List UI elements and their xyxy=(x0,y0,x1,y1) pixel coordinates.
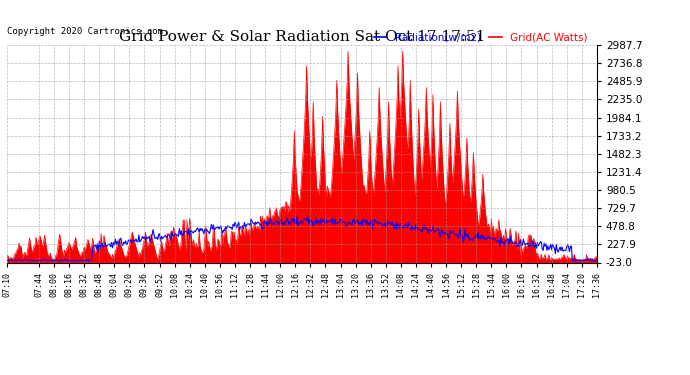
Title: Grid Power & Solar Radiation Sat Oct 17 17:51: Grid Power & Solar Radiation Sat Oct 17 … xyxy=(119,30,485,44)
Legend: Radiation(w/m2), Grid(AC Watts): Radiation(w/m2), Grid(AC Watts) xyxy=(370,28,591,47)
Text: Copyright 2020 Cartronics.com: Copyright 2020 Cartronics.com xyxy=(7,27,163,36)
